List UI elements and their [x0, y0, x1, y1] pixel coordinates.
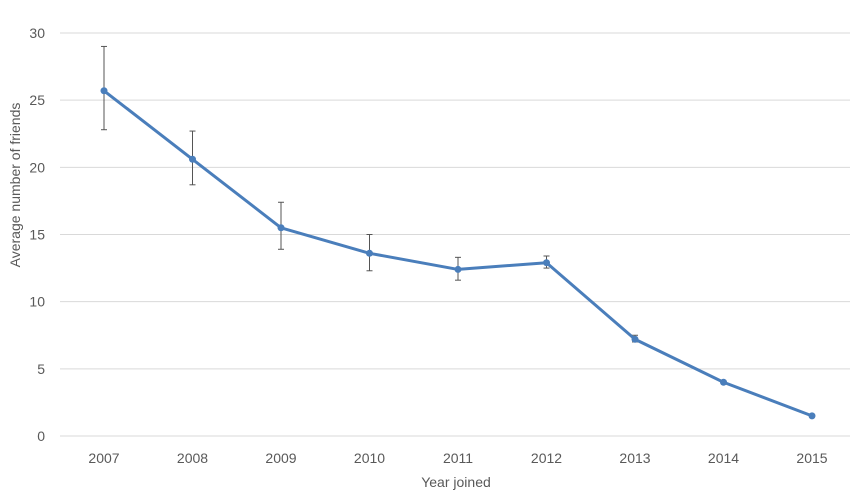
x-tick-label: 2015: [796, 450, 827, 466]
series-line: [103, 89, 813, 418]
x-tick-label: 2010: [354, 450, 385, 466]
data-point: [366, 249, 373, 257]
data-point: [277, 224, 285, 232]
y-tick-label: 0: [37, 428, 45, 444]
data-series: [100, 87, 816, 420]
y-tick-labels: 0 5 10 15 20 25 30: [29, 25, 45, 444]
x-tick-label: 2011: [443, 450, 473, 466]
y-tick-label: 5: [37, 361, 45, 377]
data-point: [543, 259, 550, 267]
x-tick-label: 2008: [177, 450, 208, 466]
x-tick-label: 2009: [265, 450, 296, 466]
x-axis-title: Year joined: [421, 474, 491, 490]
x-tick-label: 2014: [708, 450, 739, 466]
data-point: [808, 412, 816, 420]
data-point: [454, 265, 462, 273]
y-tick-label: 10: [29, 294, 45, 310]
error-bars: [101, 45, 815, 418]
y-tick-label: 25: [29, 92, 45, 108]
gridlines: [60, 32, 850, 437]
data-point: [100, 87, 108, 95]
data-point: [189, 155, 196, 163]
y-tick-label: 15: [29, 227, 45, 243]
data-point: [631, 335, 639, 343]
y-tick-label: 20: [29, 159, 45, 175]
y-tick-label: 30: [29, 25, 45, 41]
y-axis-title: Average number of friends: [7, 103, 23, 268]
x-tick-labels: 2007 2008 2009 2010 2011 2012 2013 2014 2015: [88, 450, 827, 466]
x-tick-label: 2007: [88, 450, 119, 466]
x-tick-label: 2013: [619, 450, 650, 466]
data-point: [720, 378, 727, 386]
x-tick-label: 2012: [531, 450, 562, 466]
